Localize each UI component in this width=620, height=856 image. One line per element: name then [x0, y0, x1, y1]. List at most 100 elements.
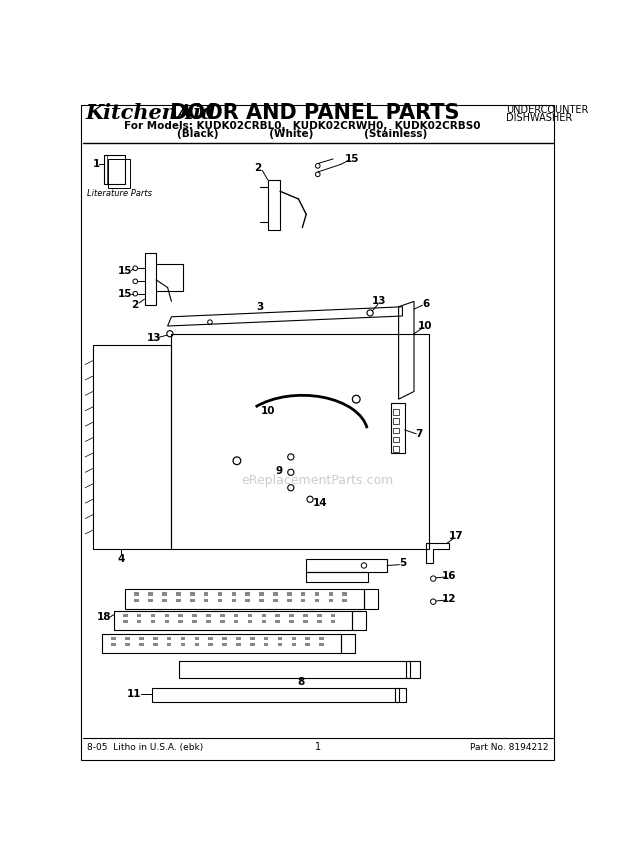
Bar: [162, 598, 167, 602]
Bar: [222, 643, 227, 646]
Bar: [341, 634, 355, 653]
Bar: [315, 598, 319, 602]
Bar: [393, 446, 399, 451]
Bar: [220, 620, 224, 623]
Text: 1: 1: [315, 742, 321, 752]
Bar: [290, 620, 294, 623]
Bar: [152, 688, 399, 702]
Bar: [123, 620, 128, 623]
Bar: [137, 620, 141, 623]
Text: 14: 14: [312, 498, 327, 508]
Text: 12: 12: [441, 594, 456, 604]
Bar: [192, 620, 197, 623]
Bar: [234, 614, 239, 617]
Bar: [125, 590, 364, 609]
Bar: [190, 592, 195, 596]
Bar: [180, 637, 185, 640]
Text: DISHWASHER: DISHWASHER: [507, 113, 573, 123]
Bar: [179, 661, 410, 678]
Bar: [264, 643, 268, 646]
Bar: [104, 155, 125, 184]
Bar: [262, 620, 266, 623]
Bar: [206, 614, 211, 617]
Bar: [135, 592, 139, 596]
Text: 17: 17: [449, 532, 464, 541]
Bar: [393, 419, 399, 424]
Bar: [247, 620, 252, 623]
Bar: [391, 403, 405, 453]
Bar: [192, 614, 197, 617]
Bar: [236, 637, 241, 640]
Bar: [135, 598, 139, 602]
Bar: [222, 637, 227, 640]
Text: 5: 5: [399, 558, 406, 568]
Text: 13: 13: [146, 333, 161, 342]
Text: 2: 2: [131, 300, 138, 310]
Bar: [301, 598, 306, 602]
Bar: [162, 592, 167, 596]
Text: 9: 9: [276, 466, 283, 476]
Text: (Black)              (White)              (Stainless): (Black) (White) (Stainless): [177, 128, 427, 139]
Bar: [108, 159, 130, 188]
Bar: [329, 592, 333, 596]
Bar: [234, 620, 239, 623]
Bar: [259, 598, 264, 602]
Text: 16: 16: [441, 571, 456, 581]
Bar: [331, 620, 335, 623]
Text: 15: 15: [345, 154, 360, 164]
Bar: [220, 614, 224, 617]
Bar: [329, 598, 333, 602]
Bar: [306, 643, 310, 646]
Bar: [250, 637, 255, 640]
Bar: [167, 637, 172, 640]
Bar: [331, 614, 335, 617]
Text: Part No. 8194212: Part No. 8194212: [470, 743, 549, 752]
Text: 7: 7: [415, 429, 423, 439]
Bar: [137, 614, 141, 617]
Bar: [167, 643, 172, 646]
Text: 18: 18: [97, 612, 111, 622]
Bar: [275, 620, 280, 623]
Text: 6: 6: [422, 300, 429, 310]
Text: 15: 15: [118, 288, 133, 299]
Bar: [112, 637, 116, 640]
Bar: [406, 661, 420, 678]
Text: 2: 2: [254, 163, 261, 173]
Bar: [144, 253, 156, 306]
Bar: [153, 637, 157, 640]
Bar: [125, 643, 130, 646]
Bar: [153, 643, 157, 646]
Bar: [93, 345, 172, 550]
Bar: [208, 637, 213, 640]
Bar: [287, 592, 291, 596]
Bar: [250, 643, 255, 646]
Text: For Models: KUDK02CRBL0,  KUDK02CRWH0,  KUDK02CRBS0: For Models: KUDK02CRBL0, KUDK02CRWH0, KU…: [124, 121, 480, 131]
Text: 13: 13: [372, 296, 387, 306]
Bar: [208, 643, 213, 646]
Bar: [352, 611, 366, 630]
Bar: [204, 598, 208, 602]
Text: 3: 3: [257, 302, 264, 312]
Bar: [278, 637, 282, 640]
Bar: [102, 634, 341, 653]
Text: 15: 15: [118, 265, 133, 276]
Bar: [195, 643, 199, 646]
Bar: [303, 620, 308, 623]
Bar: [247, 614, 252, 617]
Text: 8: 8: [297, 677, 304, 687]
Bar: [218, 598, 222, 602]
Bar: [139, 637, 144, 640]
Bar: [113, 611, 352, 630]
Bar: [301, 592, 306, 596]
Bar: [262, 614, 266, 617]
Bar: [125, 637, 130, 640]
Bar: [364, 590, 378, 609]
Bar: [393, 437, 399, 443]
Bar: [268, 180, 280, 229]
Text: eReplacementParts.com: eReplacementParts.com: [242, 473, 394, 486]
Bar: [315, 592, 319, 596]
Bar: [236, 643, 241, 646]
Bar: [291, 643, 296, 646]
Bar: [164, 614, 169, 617]
Bar: [306, 559, 387, 573]
